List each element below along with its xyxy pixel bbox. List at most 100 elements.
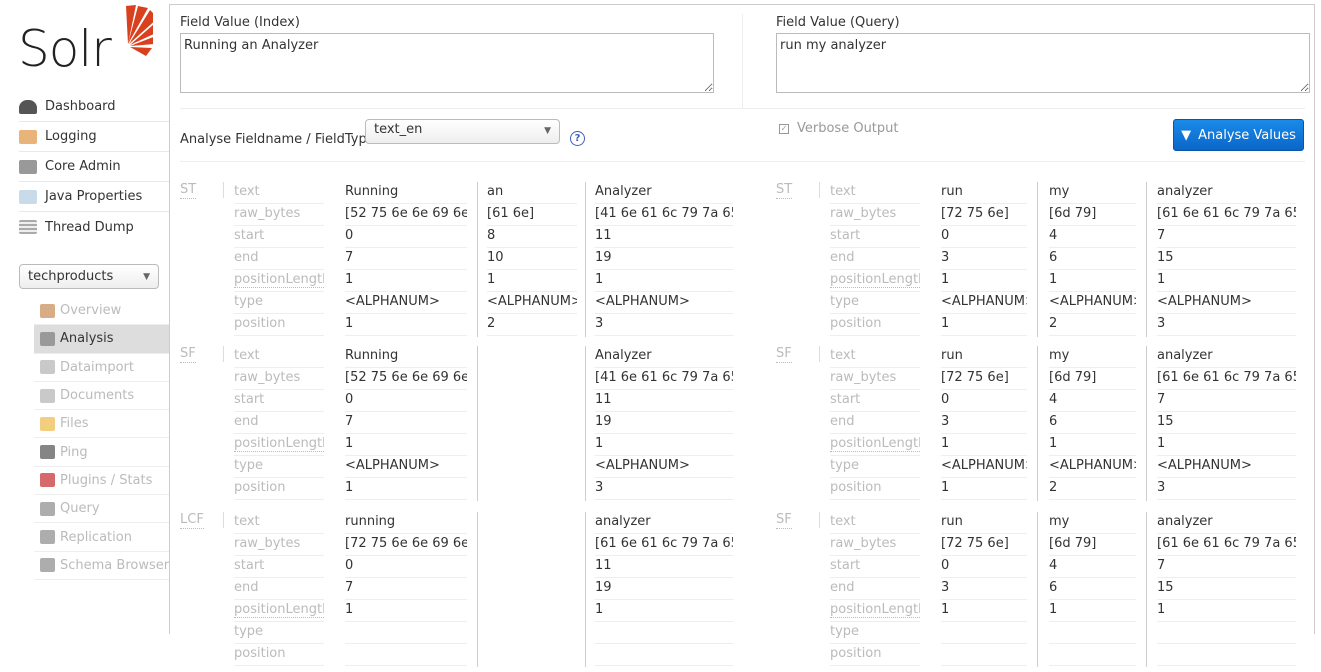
token-end: 15 <box>1157 578 1296 600</box>
divider <box>742 14 743 109</box>
row-label: positionLength <box>830 270 920 292</box>
core-nav-label: Ping <box>60 444 88 460</box>
core-nav-dataimport[interactable]: Dataimport <box>34 354 170 382</box>
core-nav-label: Replication <box>60 529 132 545</box>
row-label: positionLength <box>234 600 324 622</box>
row-labels: text raw_bytes start end positionLength type p… <box>234 182 324 336</box>
main-nav: Dashboard Logging Core Admin Java Proper… <box>19 92 169 242</box>
core-nav-documents[interactable]: Documents <box>34 382 170 411</box>
index-field-value-input[interactable] <box>180 33 714 93</box>
token-type: <ALPHANUM> <box>487 292 577 314</box>
column-separator <box>477 182 478 337</box>
token-column: my [6d 79] 4 6 1 <ALPHANUM> 2 <box>1049 346 1136 500</box>
token-start: 7 <box>1157 556 1296 578</box>
token-raw_bytes: [41 6e 61 6c 79 7a 65 72] <box>595 368 733 390</box>
core-nav-replication[interactable]: Replication <box>34 523 170 552</box>
logging-icon <box>19 129 37 144</box>
token-end: 10 <box>487 248 577 270</box>
token-positionlength: 1 <box>595 600 733 622</box>
token-text: analyzer <box>1157 512 1296 534</box>
token-end: 3 <box>941 248 1027 270</box>
row-label: end <box>234 412 324 434</box>
row-label: start <box>830 390 920 412</box>
row-labels: text raw_bytes start end positionLength type p… <box>234 512 324 666</box>
column-separator <box>1037 512 1038 667</box>
token-position <box>1157 644 1296 666</box>
core-nav-query[interactable]: Query <box>34 495 170 524</box>
query-stage-abbr[interactable]: ST <box>776 182 793 199</box>
token-end: 7 <box>345 578 467 600</box>
core-nav-label: Plugins / Stats <box>60 472 153 488</box>
core-nav-files[interactable]: Files <box>34 410 170 439</box>
row-label: start <box>234 556 324 578</box>
core-nav-plugins-stats[interactable]: Plugins / Stats <box>34 467 170 496</box>
core-selector[interactable]: techproducts ▼ <box>19 264 159 289</box>
row-label: start <box>830 226 920 248</box>
nav-core-admin[interactable]: Core Admin <box>19 152 169 182</box>
token-column: Analyzer[41 6e 61 6c 79 7a 65 72]11191<A… <box>595 182 733 336</box>
row-label: text <box>234 512 324 534</box>
index-field-label: Field Value (Index) <box>180 15 300 30</box>
analyse-values-button[interactable]: ▼ Analyse Values <box>1173 119 1304 151</box>
token-type <box>595 622 733 644</box>
token-raw_bytes: [61 6e 61 6c 79 7a 65 72] <box>1157 368 1296 390</box>
core-nav-ping[interactable]: Ping <box>34 438 170 467</box>
fieldtype-select[interactable]: text_en ▼ <box>365 119 560 144</box>
row-label: type <box>234 622 324 644</box>
query-stage: SF text raw_bytes start end positionLength typ… <box>776 346 1321 506</box>
token-type: <ALPHANUM> <box>345 292 467 314</box>
query-stage-abbr[interactable]: SF <box>776 512 792 529</box>
token-type <box>345 622 467 644</box>
chevron-down-icon: ▼ <box>544 126 551 136</box>
core-nav-schema-browser[interactable]: Schema Browser <box>34 552 170 580</box>
token-column: run [72 75 6e] 0 3 1 <ALPHANUM> 1 <box>941 182 1027 336</box>
token-end: 19 <box>595 412 733 434</box>
token-start: 0 <box>941 390 1027 412</box>
token-position: 3 <box>595 478 733 500</box>
token-column: analyzer[61 6e 61 6c 79 7a 65 72]7151<AL… <box>1157 346 1296 500</box>
token-raw_bytes: [52 75 6e 6e 69 6e 67] <box>345 204 467 226</box>
token-column: run [72 75 6e] 0 3 1 <ALPHANUM> 1 <box>941 346 1027 500</box>
token-text: analyzer <box>1157 182 1296 204</box>
query-field-value-input[interactable] <box>776 33 1310 93</box>
token-position: 3 <box>595 314 733 336</box>
token-type: <ALPHANUM> <box>345 456 467 478</box>
token-raw_bytes: [6d 79] <box>1049 534 1136 556</box>
core-nav-overview[interactable]: Overview <box>34 297 170 326</box>
row-label: raw_bytes <box>830 204 920 226</box>
row-label: raw_bytes <box>234 368 324 390</box>
query-icon <box>40 501 55 516</box>
core-nav-label: Files <box>60 416 89 432</box>
verbose-output-checkbox[interactable]: ✓ Verbose Output <box>779 121 899 136</box>
help-icon[interactable]: ? <box>570 131 585 146</box>
nav-java-properties[interactable]: Java Properties <box>19 182 169 212</box>
core-nav-analysis[interactable]: Analysis <box>34 325 170 354</box>
token-position <box>1049 644 1136 666</box>
nav-thread-dump[interactable]: Thread Dump <box>19 212 169 242</box>
token-start: 0 <box>941 226 1027 248</box>
token-text: an <box>487 182 577 204</box>
row-label: type <box>830 622 920 644</box>
token-raw_bytes: [6d 79] <box>1049 204 1136 226</box>
index-stage-abbr[interactable]: LCF <box>180 512 204 529</box>
token-type <box>941 622 1027 644</box>
column-separator <box>1037 182 1038 337</box>
schema-browser-icon <box>40 558 55 573</box>
divider <box>180 108 1305 109</box>
analysis-panel <box>169 4 1315 634</box>
solr-logo[interactable]: Solr <box>18 4 158 78</box>
token-raw_bytes: [6d 79] <box>1049 368 1136 390</box>
query-stage-abbr[interactable]: SF <box>776 346 792 363</box>
index-stage-abbr[interactable]: ST <box>180 182 197 199</box>
replication-icon <box>40 530 55 545</box>
nav-logging[interactable]: Logging <box>19 122 169 152</box>
core-nav-label: Dataimport <box>60 359 134 375</box>
index-stage-abbr[interactable]: SF <box>180 346 196 363</box>
documents-icon <box>40 388 55 403</box>
column-separator <box>1146 182 1147 337</box>
token-column: run [72 75 6e] 0 3 1 <box>941 512 1027 666</box>
nav-dashboard[interactable]: Dashboard <box>19 92 169 122</box>
divider <box>180 161 1305 162</box>
token-raw_bytes: [72 75 6e 6e 69 6e 67] <box>345 534 467 556</box>
files-icon <box>40 416 55 431</box>
